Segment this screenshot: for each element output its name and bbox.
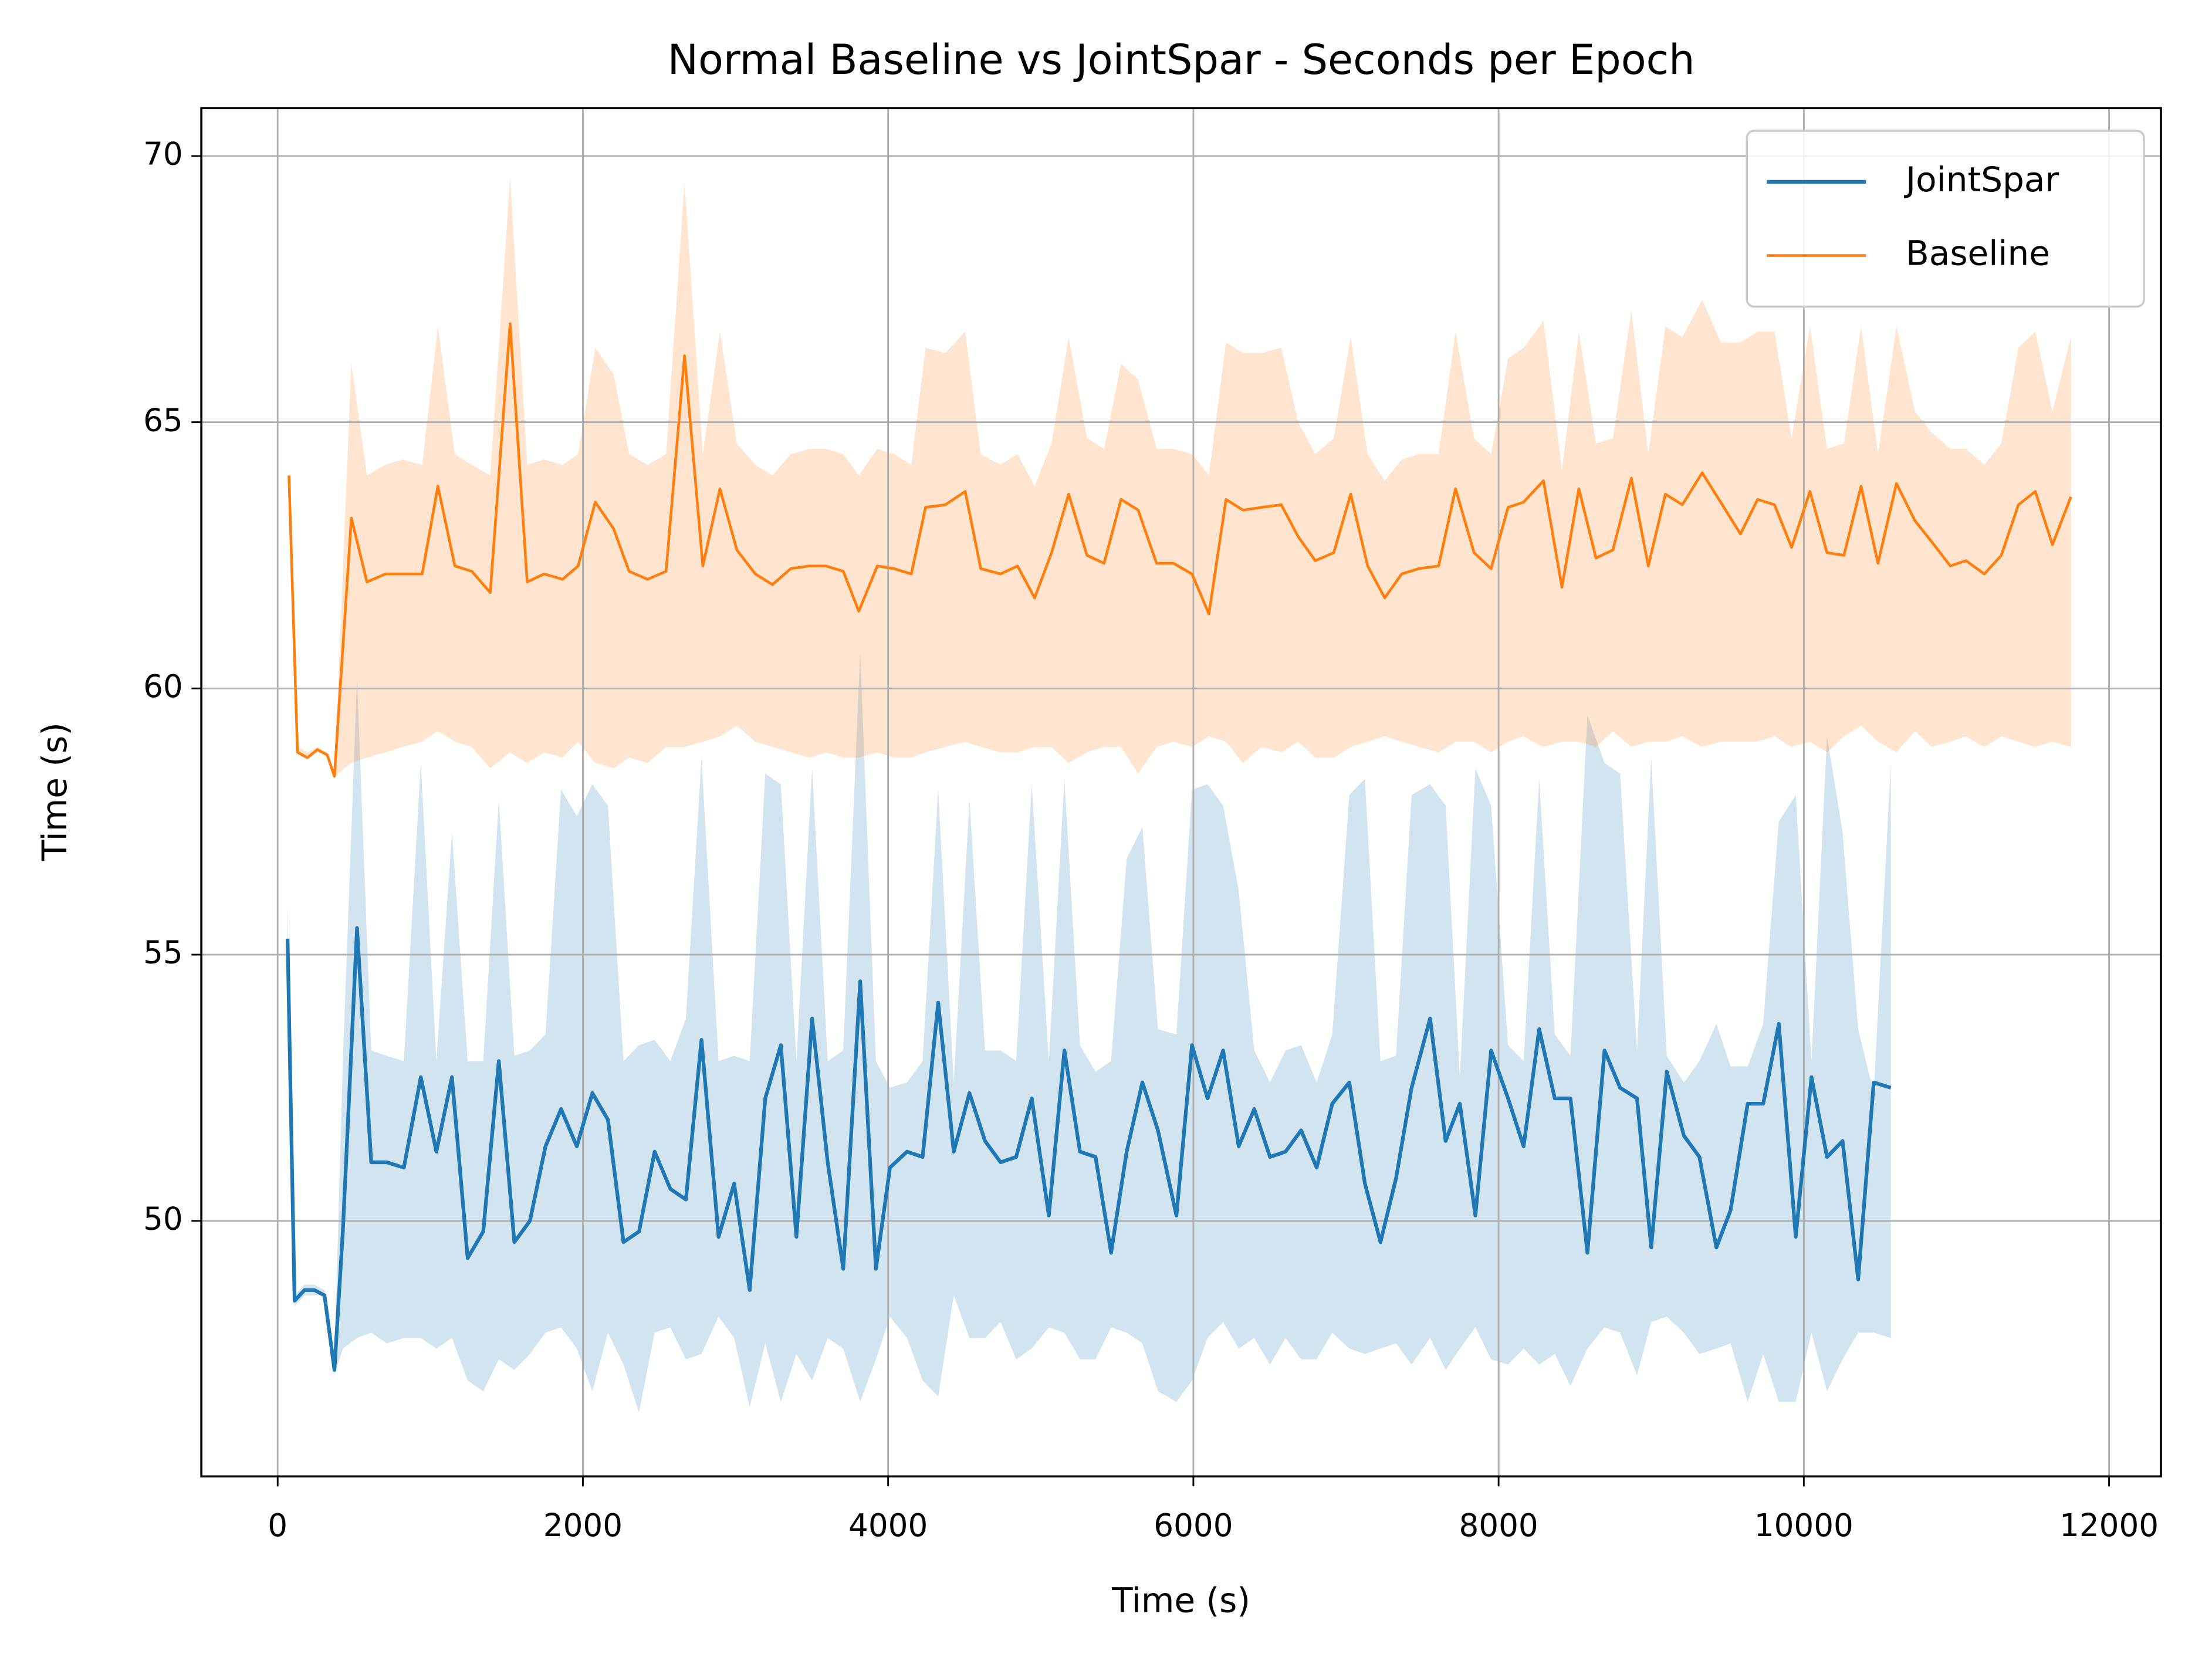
series-line: [288, 322, 2072, 778]
x-tick-label: 6000: [1154, 1507, 1233, 1544]
confidence-band: [288, 651, 1891, 1413]
y-tick-label: 55: [143, 935, 183, 971]
y-tick-label: 70: [143, 136, 183, 172]
x-axis-label: Time (s): [1111, 1581, 1250, 1621]
x-tick-label: 4000: [848, 1507, 928, 1544]
y-axis-label: Time (s): [35, 722, 75, 861]
y-tick-label: 65: [143, 402, 183, 438]
chart-title: Normal Baseline vs JointSpar - Seconds p…: [668, 36, 1695, 84]
y-tick-label: 60: [143, 668, 183, 705]
x-tick-label: 10000: [1754, 1507, 1854, 1544]
legend-label: Baseline: [1906, 234, 2050, 273]
x-tick-label: 0: [268, 1507, 288, 1544]
confidence-band: [289, 177, 2071, 777]
y-tick-label: 50: [143, 1200, 183, 1237]
legend: JointSpar Baseline: [1746, 130, 2145, 308]
legend-label: JointSpar: [1904, 160, 2059, 199]
legend-box: [1746, 130, 2145, 308]
plot-area: 0 2000 4000 6000 8000 10000 12000 50 55 60 65 70: [143, 107, 2162, 1544]
plot-frame: [200, 107, 2162, 1478]
x-tick-label: 2000: [543, 1507, 623, 1544]
x-tick-label: 8000: [1459, 1507, 1538, 1544]
series-line: [285, 926, 1892, 1372]
x-tick-label: 12000: [2059, 1507, 2159, 1544]
